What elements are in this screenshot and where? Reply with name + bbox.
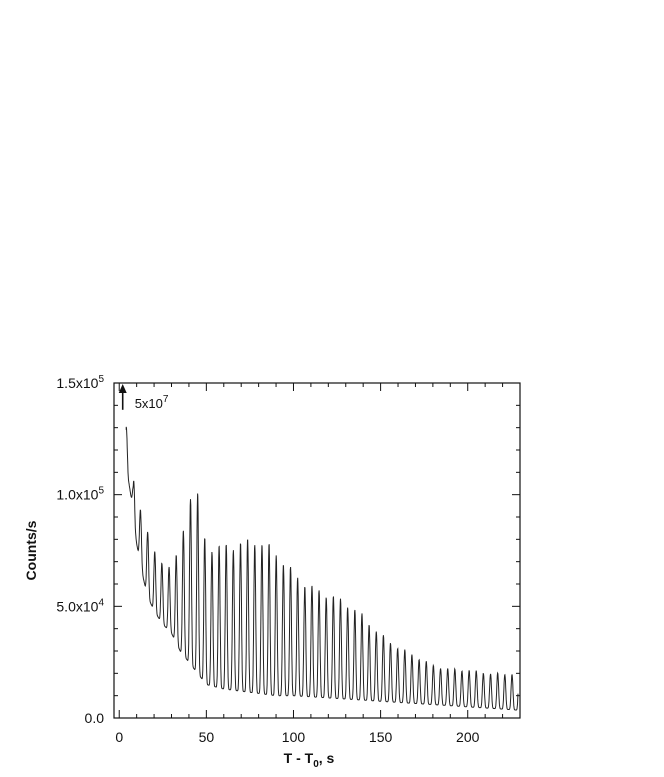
y-tick-label: 1.5x105 [56, 374, 104, 391]
plot-frame [113, 382, 521, 719]
x-tick-label: 150 [369, 729, 393, 745]
x-tick-label: 50 [199, 729, 215, 745]
x-axis-label: T - T0, s [284, 750, 335, 770]
annotation-arrowhead [118, 384, 127, 393]
annotation-label: 5x107 [135, 394, 169, 411]
y-tick-label: 5.0x104 [56, 597, 104, 614]
x-tick-label: 100 [282, 729, 306, 745]
y-tick-label: 1.0x105 [56, 486, 104, 503]
x-axis: 0 50 100 150 200 [115, 383, 504, 745]
x-tick-label: 0 [115, 729, 123, 745]
plot-area [113, 382, 521, 719]
y-tick-label: 0.0 [85, 710, 105, 726]
x-tick-label: 200 [456, 729, 480, 745]
y-axis-label: Counts/s [23, 520, 39, 580]
y-axis: 0.0 5.0x104 1.0x105 1.5x105 [56, 374, 520, 726]
series-line [125, 426, 519, 711]
annotation: 5x107 [118, 384, 169, 411]
